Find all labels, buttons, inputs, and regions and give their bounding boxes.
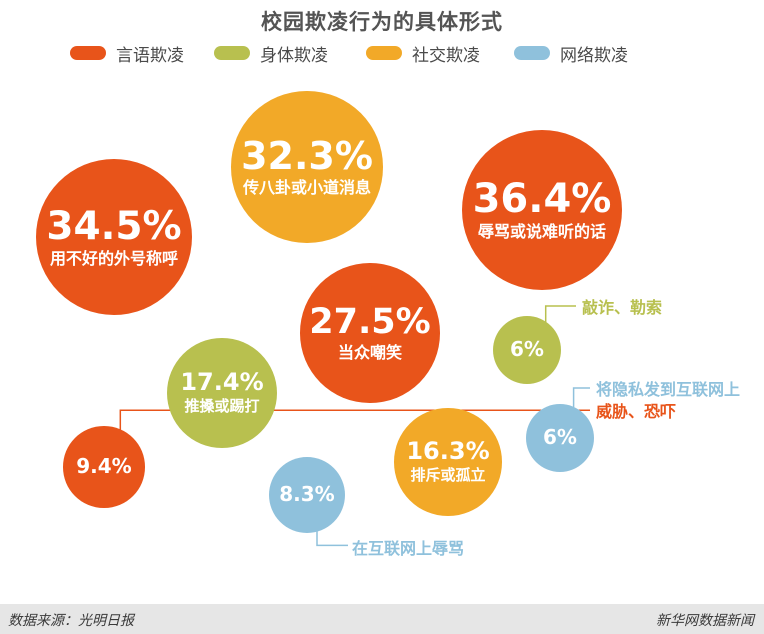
bubble-callout-label: 威胁、恐吓 [596, 402, 677, 422]
bubble-label: 用不好的外号称呼 [49, 248, 178, 268]
footer-source: 数据来源：光明日报 [8, 613, 134, 629]
legend-swatch [214, 46, 250, 60]
bubble-value: 8.3% [279, 482, 335, 507]
bubble-callout-label: 将隐私发到互联网上 [596, 380, 741, 399]
bubble-callout-label: 敲诈、勒索 [582, 298, 663, 317]
bubble: 6% [493, 316, 561, 384]
bubble-value: 36.4% [472, 176, 612, 223]
legend-swatch [514, 46, 550, 60]
bubble-value: 27.5% [309, 301, 431, 342]
bubble-value: 9.4% [76, 454, 132, 479]
bubble: 9.4% [63, 426, 145, 508]
legend-item: 社交欺凌 [366, 40, 480, 66]
bubble-value: 16.3% [406, 437, 490, 466]
bubble-label: 传八卦或小道消息 [242, 178, 371, 198]
bubble: 16.3% 排斥或孤立 [394, 408, 502, 516]
legend-label: 身体欺凌 [260, 45, 328, 66]
legend-item: 言语欺凌 [70, 40, 184, 66]
legend-label: 言语欺凌 [116, 45, 184, 66]
bubble-value: 17.4% [180, 368, 264, 397]
footer-brand: 新华网数据新闻 [656, 613, 754, 629]
bubble-label: 排斥或孤立 [410, 466, 486, 485]
bubble-label: 推搡或踢打 [184, 397, 260, 416]
legend-item: 身体欺凌 [214, 40, 328, 66]
bubble: 6% [526, 404, 594, 472]
bubble: 36.4% 辱骂或说难听的话 [461, 129, 623, 291]
bubble: 8.3% [268, 456, 346, 534]
bubble-value: 34.5% [46, 203, 182, 249]
leader-line [544, 305, 576, 323]
chart-title: 校园欺凌行为的具体形式 [261, 10, 503, 34]
legend-label: 网络欺凌 [560, 45, 628, 66]
bubble-label: 当众嘲笑 [337, 342, 402, 362]
bubble-callout-label: 在互联网上辱骂 [352, 539, 465, 559]
legend-label: 社交欺凌 [412, 45, 480, 66]
bubble-value: 6% [510, 337, 544, 362]
bubble: 17.4% 推搡或踢打 [166, 337, 278, 449]
bubble: 34.5% 用不好的外号称呼 [35, 158, 193, 316]
legend-swatch [70, 46, 106, 60]
bubble: 27.5% 当众嘲笑 [300, 263, 440, 403]
bubble-label: 辱骂或说难听的话 [477, 222, 606, 242]
chart-legend: 言语欺凌 身体欺凌 社交欺凌 网络欺凌 [0, 40, 764, 66]
footer-bar: 数据来源：光明日报 新华网数据新闻 [0, 604, 764, 634]
legend-item: 网络欺凌 [514, 40, 628, 66]
legend-swatch [366, 46, 402, 60]
leader-line [572, 387, 590, 408]
leader-line [316, 531, 348, 547]
bubble-value: 32.3% [241, 134, 373, 179]
bubble: 32.3% 传八卦或小道消息 [231, 91, 383, 243]
bubble-value: 6% [543, 425, 577, 450]
